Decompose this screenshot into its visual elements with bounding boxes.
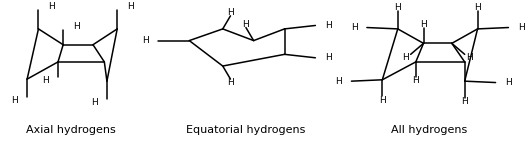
Text: H: H <box>325 53 332 62</box>
Text: H: H <box>335 77 342 86</box>
Text: H: H <box>466 53 473 62</box>
Text: H: H <box>227 8 234 17</box>
Text: H: H <box>402 53 409 62</box>
Text: H: H <box>42 76 48 85</box>
Text: H: H <box>227 78 234 87</box>
Text: H: H <box>91 98 98 107</box>
Text: H: H <box>72 22 79 31</box>
Text: H: H <box>142 36 149 45</box>
Text: H: H <box>11 96 18 105</box>
Text: H: H <box>474 3 481 12</box>
Text: H: H <box>351 23 358 32</box>
Text: H: H <box>505 78 512 87</box>
Text: H: H <box>325 21 332 30</box>
Text: All hydrogens: All hydrogens <box>391 125 467 136</box>
Text: H: H <box>379 96 386 105</box>
Text: H: H <box>394 3 401 12</box>
Text: Equatorial hydrogens: Equatorial hydrogens <box>186 125 306 136</box>
Text: H: H <box>518 23 524 32</box>
Text: H: H <box>48 2 55 11</box>
Text: Axial hydrogens: Axial hydrogens <box>26 125 115 136</box>
Text: H: H <box>243 20 249 29</box>
Text: H: H <box>420 20 427 29</box>
Text: H: H <box>413 76 419 85</box>
Text: H: H <box>461 97 468 106</box>
Text: H: H <box>127 2 133 11</box>
